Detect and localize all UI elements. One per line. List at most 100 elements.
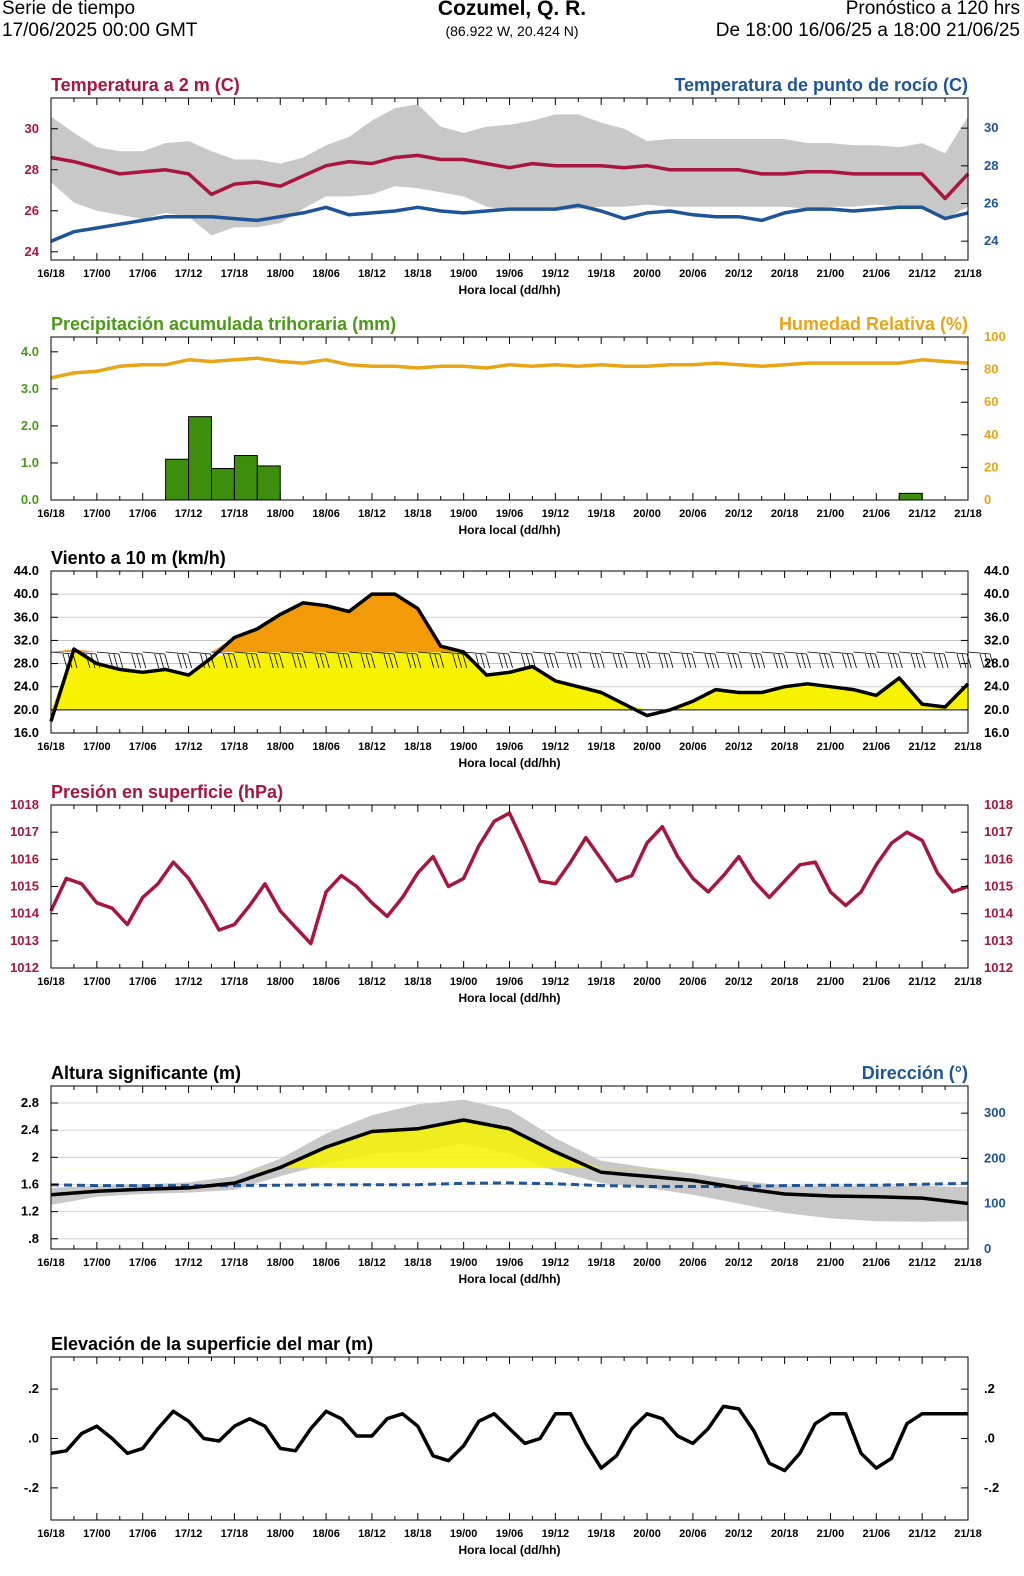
wind-barb — [647, 651, 674, 669]
x-tick-label: 20/18 — [771, 268, 799, 280]
wind-barb-flag — [370, 653, 376, 669]
wind-barb-flag — [915, 653, 921, 669]
x-tick-label: 20/00 — [633, 508, 661, 520]
precip-bar — [256, 465, 281, 501]
wind-barb-shaft — [669, 651, 693, 655]
wind-barb-flag — [485, 653, 491, 669]
y-tick-label: 32.0 — [984, 632, 1009, 647]
x-tick-label: 18/00 — [266, 976, 294, 988]
wind-barb-flag — [773, 653, 779, 669]
x-tick-label: 21/06 — [863, 268, 891, 280]
y-tick-label: 40.0 — [14, 586, 39, 601]
y-tick-label: 36.0 — [984, 609, 1009, 624]
y-tick-label: -.2 — [24, 1480, 39, 1495]
wind-barb-flag — [228, 653, 233, 669]
wave-height-line — [50, 1118, 969, 1206]
y-tick-label: 1018 — [10, 797, 39, 812]
x-tick-label: 21/06 — [863, 741, 891, 753]
wind-barb — [463, 651, 491, 669]
x-tick-label: 17/18 — [221, 976, 249, 988]
y-tick-label: 1013 — [984, 933, 1013, 948]
wind-barb — [371, 651, 399, 669]
wind-barb-flag — [503, 653, 508, 669]
x-tick-label: 17/12 — [175, 508, 203, 520]
x-tick-label: 20/00 — [633, 1528, 661, 1540]
wind-barb-flag — [635, 653, 641, 669]
x-tick-label: 20/06 — [679, 268, 707, 280]
x-tick-label: 18/00 — [266, 1257, 294, 1269]
wind-barb-shaft — [188, 651, 211, 655]
wind-barb — [96, 651, 124, 669]
y-tick-label: 20.0 — [984, 702, 1009, 717]
wind-barb-flag — [521, 653, 526, 669]
x-tick-label: 19/18 — [587, 741, 615, 753]
x-tick-label: 20/18 — [771, 1528, 799, 1540]
wind-barb-shaft — [967, 651, 991, 655]
wind-barb-shaft — [807, 651, 830, 655]
y-tick-label: 1016 — [10, 851, 39, 866]
wind-barb-flag — [291, 653, 297, 669]
y-tick-label: 2.0 — [21, 418, 39, 433]
wind-barb-flag — [874, 653, 880, 669]
x-tick-label: 17/12 — [175, 741, 203, 753]
x-tick-label: 21/12 — [908, 268, 936, 280]
wind-barb-shaft — [876, 651, 899, 655]
wind-barb-shaft — [371, 651, 394, 655]
wind-barb-shaft — [509, 651, 532, 655]
x-tick-label: 19/00 — [450, 976, 478, 988]
wind-barb — [440, 651, 468, 669]
x-tick-label: 21/12 — [908, 1528, 936, 1540]
header-right: Pronóstico a 120 hrs De 18:00 16/06/25 a… — [716, 0, 1020, 42]
wind-barb-flag — [640, 653, 646, 669]
y-tick-label: 20 — [984, 459, 998, 474]
wave-direction-line — [50, 1181, 969, 1188]
wind-barb-flag — [819, 653, 824, 669]
wind-barb-shaft — [280, 651, 303, 655]
x-tick-label: 17/06 — [129, 268, 157, 280]
wind-barb-flag — [296, 653, 302, 669]
wind-barb-shaft — [555, 651, 578, 655]
wind-barb-flag — [801, 653, 806, 669]
x-tick-label: 19/06 — [496, 976, 524, 988]
wind-barb — [922, 651, 949, 669]
wind-barb-flag — [796, 653, 801, 669]
x-tick-label: 19/18 — [587, 1257, 615, 1269]
x-tick-label: 18/06 — [312, 976, 340, 988]
y-tick-label: 300 — [984, 1105, 1006, 1120]
x-tick-label: 19/12 — [542, 1257, 570, 1269]
x-tick-label: 21/18 — [954, 741, 982, 753]
x-tick-label: 20/00 — [633, 268, 661, 280]
wind-barb-flag — [755, 653, 761, 669]
x-axis-label: Hora local (dd/hh) — [459, 756, 561, 770]
y-tick-label: 16.0 — [984, 725, 1009, 740]
x-tick-label: 17/06 — [129, 1528, 157, 1540]
panel-title: Elevación de la superficie del mar (m) — [51, 1334, 373, 1354]
y-tick-label: 36.0 — [14, 609, 39, 624]
x-tick-label: 18/12 — [358, 1257, 386, 1269]
y-tick-label: 1016 — [984, 851, 1013, 866]
x-tick-label: 19/06 — [496, 741, 524, 753]
precip-bar — [210, 468, 235, 501]
x-tick-label: 18/12 — [358, 268, 386, 280]
x-tick-label: 17/12 — [175, 268, 203, 280]
run-datetime: 17/06/2025 00:00 GMT — [2, 20, 198, 41]
wind-barb — [830, 651, 857, 669]
panel-frame — [50, 804, 969, 969]
humidity-line — [50, 356, 969, 380]
wind-barb-flag — [943, 653, 949, 669]
wind-barb-shaft — [922, 651, 945, 655]
y-tick-label: 1017 — [10, 824, 39, 839]
x-axis-label: Hora local (dd/hh) — [459, 283, 561, 297]
y-tick-label: 80 — [984, 362, 998, 377]
wind-barb-flag — [864, 653, 870, 669]
y-tick-label: -.2 — [984, 1480, 999, 1495]
wind-barb-flag — [704, 653, 710, 669]
wind-barb-flag — [681, 653, 687, 669]
wind-barb-flag — [933, 653, 939, 669]
wind-barb-shaft — [601, 651, 624, 655]
wind-barb — [280, 651, 307, 669]
x-tick-label: 17/06 — [129, 508, 157, 520]
wind-barb-shaft — [624, 651, 647, 655]
x-tick-label: 18/06 — [312, 1528, 340, 1540]
wind-barb-flag — [498, 653, 503, 669]
